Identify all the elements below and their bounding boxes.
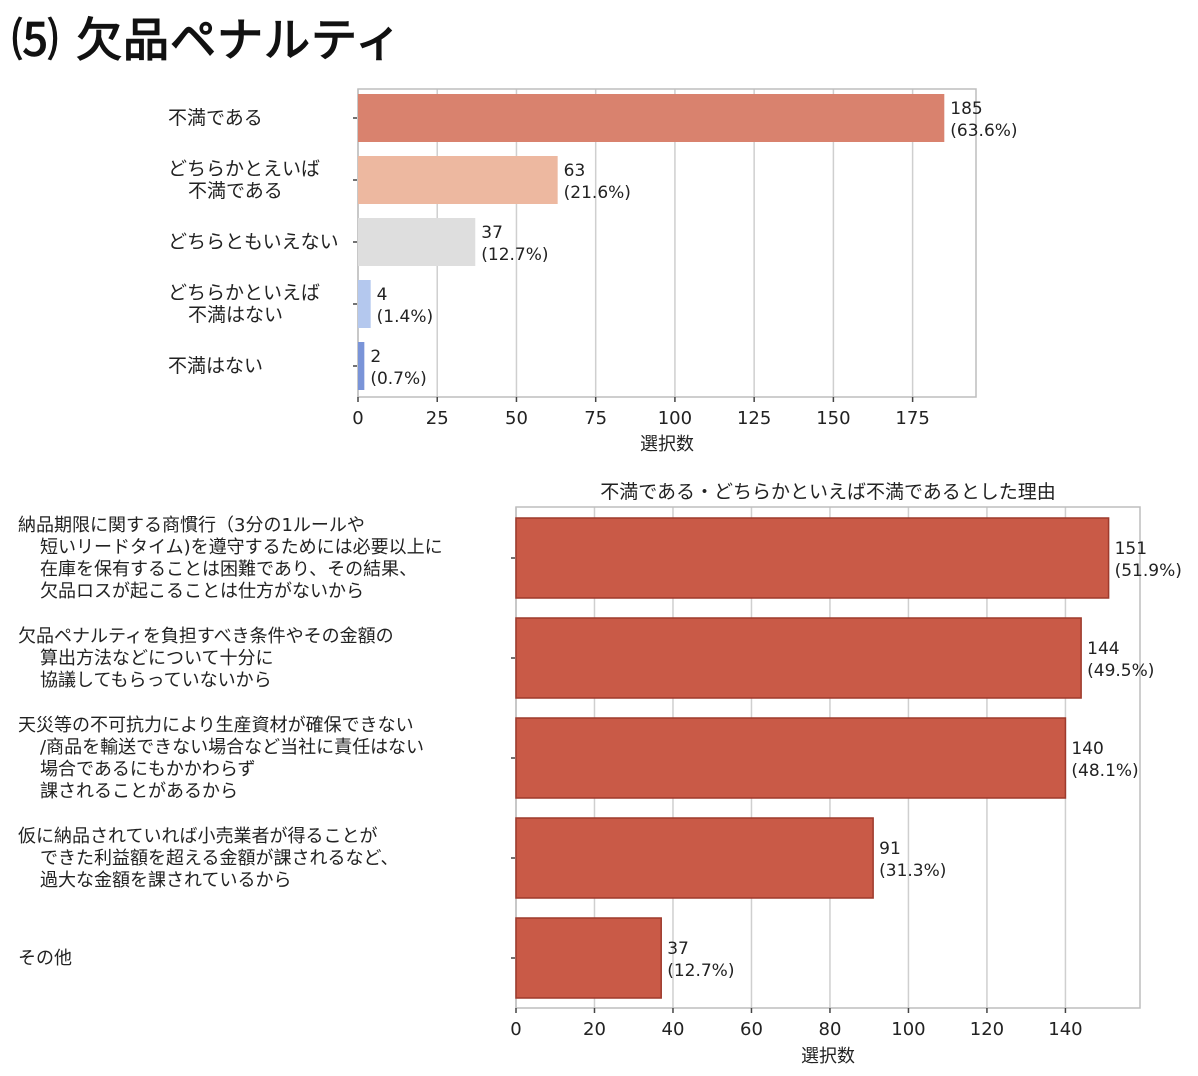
x-tick-label: 0 <box>510 1019 521 1040</box>
bar <box>358 218 476 266</box>
bar <box>515 917 662 999</box>
x-tick-label: 0 <box>352 408 363 429</box>
category-label: 欠品ロスが起こることは仕方がないから <box>40 581 364 602</box>
x-tick-label: 120 <box>970 1019 1004 1040</box>
category-label: 場合であるにもかかわらず <box>40 759 255 780</box>
percent-label: (0.7%) <box>370 369 426 389</box>
category-label: 課されることがあるから <box>40 781 238 802</box>
value-label: 2 <box>370 347 381 367</box>
chart-title: 不満である・どちらかといえば不満であるとした理由 <box>600 481 1056 503</box>
percent-label: (49.5%) <box>1087 661 1154 681</box>
x-tick-label: 75 <box>584 408 607 429</box>
percent-label: (48.1%) <box>1071 761 1138 781</box>
category-label: 不満である <box>188 180 283 202</box>
x-tick-label: 40 <box>662 1019 685 1040</box>
value-label: 151 <box>1115 539 1147 559</box>
percent-label: (21.6%) <box>564 183 631 203</box>
percent-label: (51.9%) <box>1115 561 1182 581</box>
bar <box>515 717 1067 799</box>
bar <box>358 156 558 204</box>
category-label: /商品を輸送できない場合など当社に責任はない <box>40 737 424 758</box>
x-tick-label: 25 <box>426 408 449 429</box>
category-label: 天災等の不可抗力により生産資材が確保できない <box>18 715 414 736</box>
value-label: 185 <box>950 99 982 119</box>
chart-1: 185(63.6%)不満である63(21.6%)どちらかとえいば不満である37(… <box>168 88 1018 455</box>
bar <box>358 342 365 390</box>
percent-label: (12.7%) <box>667 961 734 981</box>
x-tick-label: 125 <box>737 408 771 429</box>
value-label: 4 <box>377 285 388 305</box>
x-axis-label: 選択数 <box>801 1046 855 1067</box>
category-label: どちらともいえない <box>168 231 339 253</box>
bar <box>515 817 874 899</box>
x-tick-label: 20 <box>583 1019 606 1040</box>
x-tick-label: 100 <box>891 1019 925 1040</box>
x-tick-label: 140 <box>1048 1019 1082 1040</box>
category-label: どちらかといえば <box>168 282 320 304</box>
category-label: その他 <box>18 948 72 969</box>
x-tick-label: 60 <box>740 1019 763 1040</box>
x-axis-label: 選択数 <box>640 434 694 455</box>
category-label: 不満はない <box>188 304 283 326</box>
category-label: 仮に納品されていれば小売業者が得ることが <box>18 826 377 847</box>
percent-label: (12.7%) <box>481 245 548 265</box>
bar <box>515 617 1082 699</box>
value-label: 37 <box>667 939 689 959</box>
category-label: 短いリードタイム)を遵守するためには必要以上に <box>40 537 443 558</box>
category-label: 在庫を保有することは困難であり、その結果、 <box>40 559 417 580</box>
x-tick-label: 150 <box>816 408 850 429</box>
value-label: 140 <box>1071 739 1103 759</box>
page-title: ⑸ 欠品ペナルティ <box>12 13 403 67</box>
percent-label: (31.3%) <box>879 861 946 881</box>
x-tick-label: 80 <box>819 1019 842 1040</box>
x-tick-label: 100 <box>658 408 692 429</box>
percent-label: (1.4%) <box>377 307 433 327</box>
value-label: 91 <box>879 839 901 859</box>
value-label: 63 <box>564 161 586 181</box>
x-tick-label: 175 <box>895 408 929 429</box>
category-label: できた利益額を超える金額が課されるなど、 <box>40 848 399 869</box>
bar <box>358 280 371 328</box>
value-label: 144 <box>1087 639 1119 659</box>
category-label: どちらかとえいば <box>168 158 320 180</box>
chart-2: 不満である・どちらかといえば不満であるとした理由 151(51.9%) 納品期限に関… <box>18 481 1182 1067</box>
category-label: 不満である <box>168 107 263 129</box>
value-label: 37 <box>481 223 503 243</box>
category-label: 算出方法などについて十分に <box>40 648 273 669</box>
category-label: 納品期限に関する商慣行（3分の1ルールや <box>18 515 365 536</box>
percent-label: (63.6%) <box>950 121 1017 141</box>
category-label: 不満はない <box>168 355 263 377</box>
x-tick-label: 50 <box>505 408 528 429</box>
bar <box>358 94 945 142</box>
category-label: 協議してもらっていないから <box>40 670 272 691</box>
category-label: 欠品ペナルティを負担すべき条件やその金額の <box>18 626 394 647</box>
bar <box>515 517 1110 599</box>
category-label: 過大な金額を課されているから <box>40 870 291 891</box>
